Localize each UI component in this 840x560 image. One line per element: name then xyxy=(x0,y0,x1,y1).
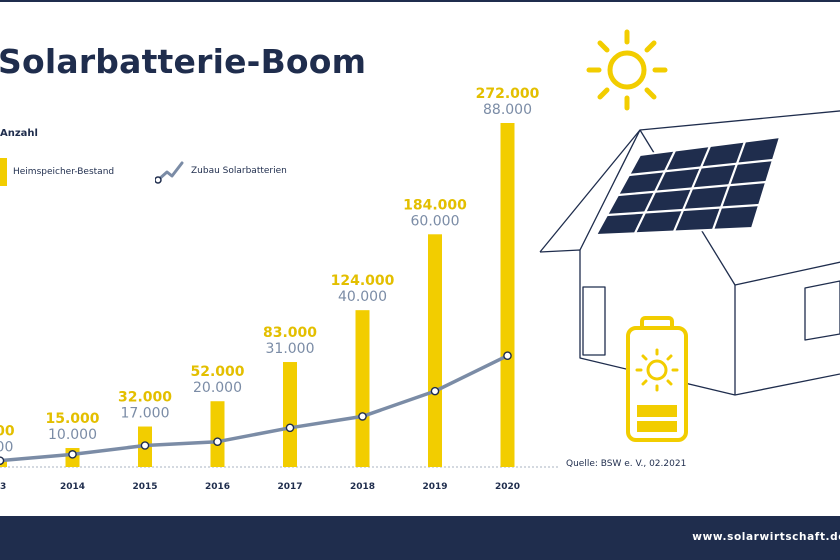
x-tick-2013: 13 xyxy=(0,482,6,492)
legend-bar-swatch xyxy=(0,158,7,186)
line-label-2016: 20.000 xyxy=(193,380,242,396)
line-label-2014: 10.000 xyxy=(48,427,97,443)
solar-panel-icon xyxy=(594,135,782,237)
zubau-line xyxy=(0,354,509,463)
ticks-layer: 13 2014 2015 2016 2017 2018 2019 2020 xyxy=(0,482,520,492)
line-layer xyxy=(0,351,512,465)
battery-icon xyxy=(626,316,688,442)
bar-label-2014: 15.000 xyxy=(45,411,99,427)
bar-label-2020: 272.000 xyxy=(476,86,540,102)
line-label-2019: 60.000 xyxy=(411,213,460,229)
top-rule xyxy=(0,0,840,2)
x-tick-2014: 2014 xyxy=(60,482,85,492)
line-point-2016 xyxy=(213,437,222,447)
line-label-2020: 88.000 xyxy=(483,102,532,118)
bar-2020 xyxy=(500,123,515,467)
line-point-2015 xyxy=(140,441,150,450)
x-tick-2018: 2018 xyxy=(350,482,375,492)
footer-bar: www.solarwirtschaft.de xyxy=(0,516,840,560)
bar-label-2017: 83.000 xyxy=(263,325,317,341)
line-point-2020 xyxy=(503,351,512,361)
legend-item-line: Zubau Solarbatterien xyxy=(155,158,287,184)
bar-label-2018: 124.000 xyxy=(331,273,395,289)
page-title: Solarbatterie-Boom xyxy=(0,42,367,81)
x-tick-2016: 2016 xyxy=(205,482,230,492)
x-tick-2020: 2020 xyxy=(495,482,520,492)
line-label-2017: 31.000 xyxy=(266,341,315,357)
sun-icon xyxy=(586,29,668,111)
bar-2019 xyxy=(428,234,442,467)
bar-2018 xyxy=(355,310,370,467)
line-label-2015: 17.000 xyxy=(121,406,170,422)
line-point-2014 xyxy=(68,450,77,459)
line-label-2018: 40.000 xyxy=(338,289,387,305)
legend-line-label: Zubau Solarbatterien xyxy=(191,166,287,176)
source-note: Quelle: BSW e. V., 02.2021 xyxy=(566,459,687,469)
x-tick-2017: 2017 xyxy=(277,482,302,492)
legend-heading: Anzahl xyxy=(0,128,38,139)
line-point-2019 xyxy=(430,386,440,396)
line-point-2017 xyxy=(285,423,295,433)
line-point-2018 xyxy=(358,412,367,421)
x-tick-2015: 2015 xyxy=(132,482,157,492)
legend-bars-label: Heimspeicher-Bestand xyxy=(13,167,115,177)
bar-label-2019: 184.000 xyxy=(403,197,467,213)
footer-url: www.solarwirtschaft.de xyxy=(692,531,840,543)
bar-label-2016: 52.000 xyxy=(190,364,244,380)
bar-2013 xyxy=(0,460,7,467)
bar-2016 xyxy=(210,401,225,467)
bar-label-2013: 000 xyxy=(0,424,15,440)
bar-label-2015: 32.000 xyxy=(118,390,172,406)
legend-line-swatch xyxy=(155,161,184,184)
line-point-2013 xyxy=(0,456,5,465)
line-label-2013: 000 xyxy=(0,440,13,456)
x-tick-2019: 2019 xyxy=(422,482,447,492)
bar-2017 xyxy=(283,362,297,467)
legend-item-bars: Heimspeicher-Bestand xyxy=(0,158,114,186)
